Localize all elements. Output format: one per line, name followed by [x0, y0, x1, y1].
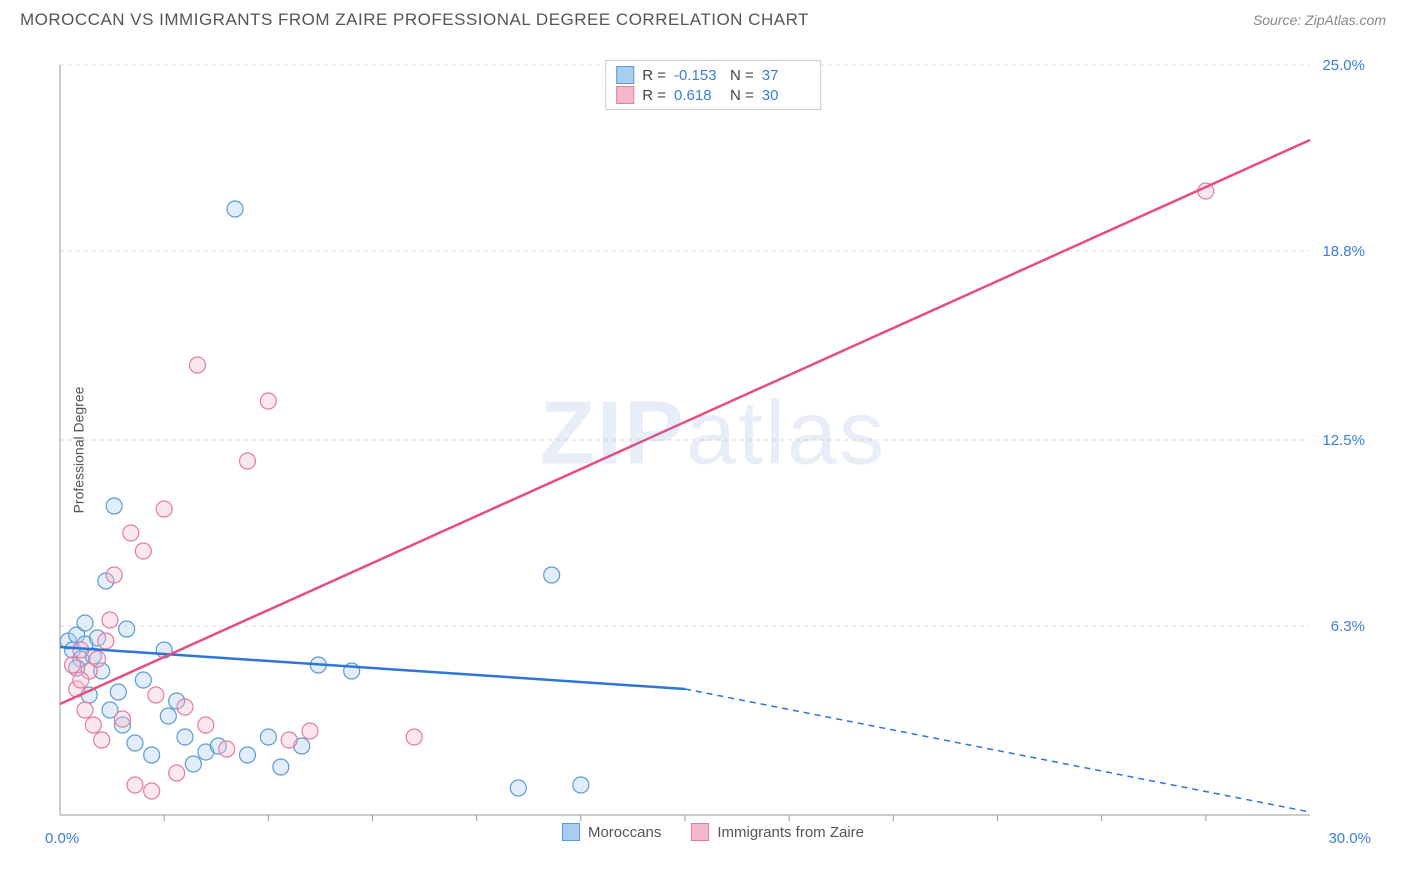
scatter-plot-svg: 6.3% 12.5% 18.8% 25.0% — [50, 55, 1376, 845]
stats-legend-box: R = -0.153 N = 37 R = 0.618 N = 30 — [605, 60, 821, 110]
series-legend: Moroccans Immigrants from Zaire — [562, 823, 864, 841]
chart-header: MOROCCAN VS IMMIGRANTS FROM ZAIRE PROFES… — [0, 0, 1406, 30]
svg-text:6.3%: 6.3% — [1331, 618, 1365, 635]
legend-swatch-blue — [616, 66, 634, 84]
svg-text:25.0%: 25.0% — [1322, 57, 1365, 74]
y-axis-label: Professional Degree — [70, 387, 86, 514]
legend-swatch-zaire — [691, 823, 709, 841]
x-max-label: 30.0% — [1328, 830, 1371, 847]
legend-swatch-moroccans — [562, 823, 580, 841]
legend-item-zaire: Immigrants from Zaire — [691, 823, 864, 841]
legend-swatch-pink — [616, 86, 634, 104]
x-origin-label: 0.0% — [45, 830, 79, 847]
svg-text:18.8%: 18.8% — [1322, 243, 1365, 260]
legend-item-moroccans: Moroccans — [562, 823, 661, 841]
chart-title: MOROCCAN VS IMMIGRANTS FROM ZAIRE PROFES… — [20, 10, 809, 30]
chart-area: Professional Degree 6.3%12.5%18.8%25.0% … — [50, 55, 1376, 845]
chart-source: Source: ZipAtlas.com — [1253, 12, 1386, 28]
stats-row-2: R = 0.618 N = 30 — [616, 85, 810, 105]
svg-text:12.5%: 12.5% — [1322, 432, 1365, 449]
stats-row-1: R = -0.153 N = 37 — [616, 65, 810, 85]
